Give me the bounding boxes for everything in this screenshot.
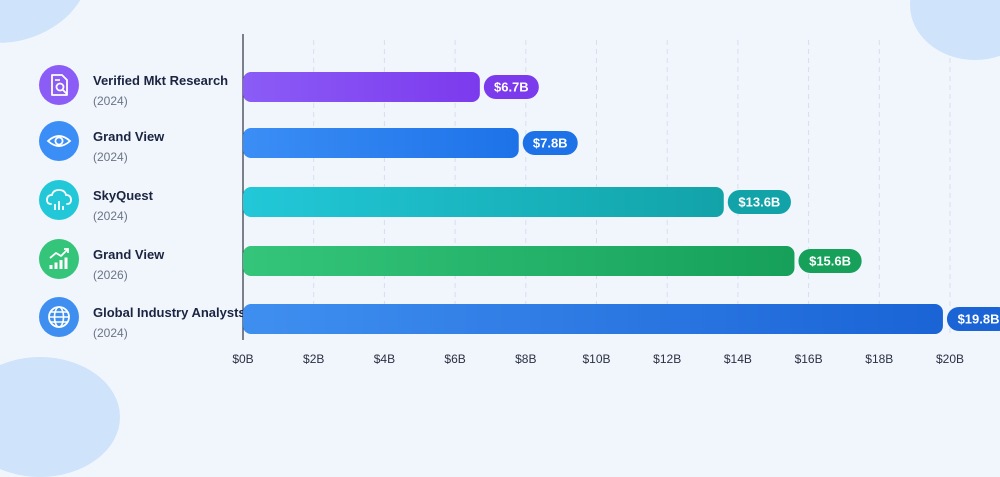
x-tick-label: $4B — [374, 352, 395, 366]
globe-icon — [39, 297, 79, 337]
source-name-label: Grand View — [93, 247, 165, 262]
value-badge — [483, 75, 539, 99]
value-label: $15.6B — [809, 254, 851, 269]
chart-row: SkyQuest (2024) $13.6B — [39, 180, 791, 223]
bar — [243, 304, 943, 334]
source-year-label: (2026) — [93, 268, 128, 282]
x-tick-label: $20B — [936, 352, 964, 366]
x-tick-label: $2B — [303, 352, 324, 366]
x-tick-label: $6B — [444, 352, 465, 366]
source-name-label: SkyQuest — [93, 188, 154, 203]
value-badge — [522, 131, 578, 155]
growth-chart-icon — [39, 239, 79, 279]
source-name-label: Global Industry Analysts — [93, 305, 246, 320]
value-label: $19.8B — [958, 312, 1000, 327]
source-year-label: (2024) — [93, 94, 128, 108]
market-size-bar-chart: Verified Mkt Research (2024) $6.7B Grand Vi… — [39, 34, 1000, 366]
bar — [243, 246, 795, 276]
eye-icon — [39, 121, 79, 161]
value-label: $13.6B — [738, 195, 780, 210]
chart-row: Grand View (2024) $7.8B — [39, 121, 578, 164]
x-tick-label: $10B — [582, 352, 610, 366]
value-badge — [727, 190, 791, 214]
chart-row: Global Industry Analysts (2024) $19.8B — [39, 297, 1000, 340]
bar — [243, 187, 724, 217]
x-tick-label: $14B — [724, 352, 752, 366]
cloud-chart-icon — [39, 180, 79, 220]
x-tick-label: $18B — [865, 352, 893, 366]
value-badge — [798, 249, 862, 273]
value-badge — [946, 307, 1000, 331]
chart-row: Verified Mkt Research (2024) $6.7B — [39, 65, 539, 108]
chart-rows: Verified Mkt Research (2024) $6.7B Grand Vi… — [39, 65, 1000, 340]
value-label: $7.8B — [533, 136, 568, 151]
value-label: $6.7B — [494, 80, 529, 95]
bar — [243, 128, 519, 158]
chart-row: Grand View (2026) $15.6B — [39, 239, 862, 282]
x-axis-ticks: $0B $2B $4B $6B $8B $10B $12B $14B $16B $18B $20B — [232, 352, 964, 366]
x-tick-label: $16B — [795, 352, 823, 366]
source-year-label: (2024) — [93, 326, 128, 340]
x-tick-label: $0B — [232, 352, 253, 366]
document-search-icon — [39, 65, 79, 105]
source-name-label: Grand View — [93, 129, 165, 144]
bar — [243, 72, 480, 102]
source-year-label: (2024) — [93, 150, 128, 164]
x-tick-label: $12B — [653, 352, 681, 366]
x-tick-label: $8B — [515, 352, 536, 366]
source-year-label: (2024) — [93, 209, 128, 223]
source-name-label: Verified Mkt Research — [93, 73, 228, 88]
